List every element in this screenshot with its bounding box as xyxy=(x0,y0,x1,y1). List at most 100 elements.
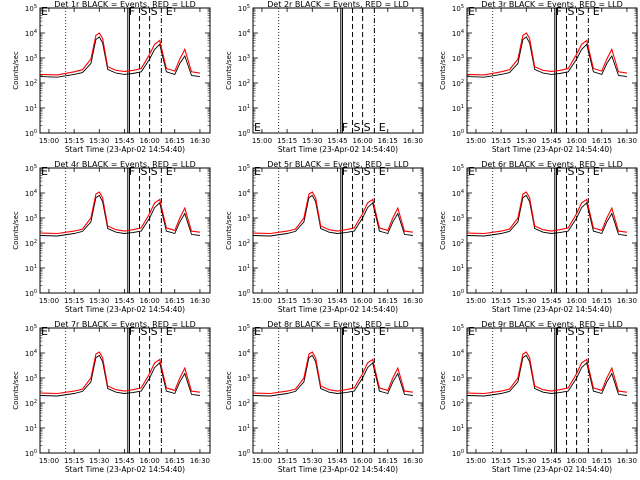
y-axis-label: Counts/sec xyxy=(439,371,447,410)
x-tick-label: 16:30 xyxy=(617,457,637,465)
marker-label: S xyxy=(151,325,158,338)
panel-2: Det 2r BLACK = Events, RED = LLD 15:00 15:… xyxy=(225,0,424,154)
marker-label: S xyxy=(141,5,148,18)
y-tick-label: 105 xyxy=(452,164,464,173)
x-tick-label: 15:15 xyxy=(491,457,511,465)
x-tick-label: 15:45 xyxy=(327,297,347,305)
x-tick-label: 15:45 xyxy=(327,457,347,465)
y-tick-label: 103 xyxy=(452,374,464,383)
y-tick-label: 100 xyxy=(238,129,250,138)
y-tick-label: 101 xyxy=(25,264,37,273)
y-tick-label: 102 xyxy=(452,239,464,248)
y-tick-label: 105 xyxy=(25,324,37,333)
y-axis-label: Counts/sec xyxy=(439,211,447,250)
x-tick-label: 16:30 xyxy=(617,137,637,145)
marker-label: E xyxy=(379,325,386,338)
panel-8: Det 8r BLACK = Events, RED = LLD 15:00 15:… xyxy=(225,320,424,474)
x-tick-label: 16:00 xyxy=(567,457,587,465)
plot-frame xyxy=(252,7,424,134)
series-line-events xyxy=(467,354,627,397)
y-axis-label: Counts/sec xyxy=(225,51,233,90)
x-tick-label: 15:00 xyxy=(466,137,486,145)
panel-4: Det 4r BLACK = Events, RED = LLD 15:00 15:… xyxy=(12,160,211,314)
marker-label: S xyxy=(354,121,361,134)
y-tick-label: 104 xyxy=(238,189,250,198)
x-tick-label: 15:45 xyxy=(114,457,134,465)
y-tick-label: 105 xyxy=(25,164,37,173)
plot-frame xyxy=(39,7,211,134)
x-tick-label: 16:15 xyxy=(592,137,612,145)
panel-title: Det 9r BLACK = Events, RED = LLD xyxy=(481,320,623,329)
panel-5: Det 5r BLACK = Events, RED = LLD 15:00 15:… xyxy=(225,160,424,314)
marker-label: S xyxy=(568,165,575,178)
marker-label: E xyxy=(41,165,48,178)
y-tick-label: 102 xyxy=(238,399,250,408)
marker-label: S xyxy=(364,121,371,134)
y-tick-label: 103 xyxy=(25,214,37,223)
panel-title: Det 8r BLACK = Events, RED = LLD xyxy=(267,320,409,329)
x-tick-label: 15:30 xyxy=(89,137,109,145)
marker-label: F xyxy=(342,121,348,134)
x-axis-label: Start Time (23-Apr-02 14:54:40) xyxy=(65,145,185,154)
x-tick-label: 15:00 xyxy=(252,457,272,465)
panel-title: Det 4r BLACK = Events, RED = LLD xyxy=(54,160,196,169)
plot-frame xyxy=(39,327,211,454)
y-tick-label: 105 xyxy=(25,4,37,13)
y-tick-label: 104 xyxy=(452,349,464,358)
x-axis-label: Start Time (23-Apr-02 14:54:40) xyxy=(65,465,185,474)
x-tick-label: 15:30 xyxy=(302,457,322,465)
x-tick-label: 15:15 xyxy=(277,457,297,465)
y-axis-label: Counts/sec xyxy=(225,371,233,410)
marker-label: S xyxy=(141,165,148,178)
y-tick-label: 104 xyxy=(25,189,37,198)
x-tick-label: 15:30 xyxy=(516,457,536,465)
marker-label: E xyxy=(254,121,261,134)
marker-label: E xyxy=(593,5,600,18)
series-line-lld xyxy=(253,351,413,395)
x-tick-label: 15:00 xyxy=(39,137,59,145)
y-tick-label: 100 xyxy=(25,129,37,138)
series-line-events xyxy=(467,194,627,237)
x-tick-label: 15:30 xyxy=(302,297,322,305)
series-line-lld xyxy=(467,191,627,235)
x-tick-label: 15:45 xyxy=(541,457,561,465)
y-tick-label: 103 xyxy=(452,214,464,223)
x-tick-label: 15:45 xyxy=(114,137,134,145)
x-tick-label: 16:30 xyxy=(403,457,423,465)
x-tick-label: 16:00 xyxy=(140,457,160,465)
marker-label: E xyxy=(379,165,386,178)
x-tick-label: 16:00 xyxy=(140,137,160,145)
x-tick-label: 16:30 xyxy=(190,297,210,305)
series-line-events xyxy=(40,354,200,397)
series-line-lld xyxy=(40,32,200,76)
x-tick-label: 15:30 xyxy=(89,297,109,305)
x-tick-label: 16:15 xyxy=(165,297,185,305)
marker-label: S xyxy=(151,5,158,18)
y-tick-label: 105 xyxy=(238,324,250,333)
y-tick-label: 105 xyxy=(238,164,250,173)
series-line-lld xyxy=(40,191,200,235)
marker-label: F xyxy=(556,325,562,338)
y-axis-label: Counts/sec xyxy=(439,51,447,90)
marker-label: S xyxy=(364,325,371,338)
y-tick-label: 104 xyxy=(238,29,250,38)
panel-3: Det 3r BLACK = Events, RED = LLD 15:00 15:… xyxy=(439,0,638,154)
x-tick-label: 15:15 xyxy=(64,457,84,465)
x-tick-label: 16:15 xyxy=(592,457,612,465)
x-tick-label: 16:00 xyxy=(353,137,373,145)
x-tick-label: 16:15 xyxy=(378,137,398,145)
marker-label: S xyxy=(568,325,575,338)
plot-frame xyxy=(466,167,638,294)
y-tick-label: 100 xyxy=(452,449,464,458)
plot-frame xyxy=(466,327,638,454)
x-tick-label: 16:00 xyxy=(567,137,587,145)
marker-label: E xyxy=(593,165,600,178)
y-tick-label: 100 xyxy=(452,289,464,298)
x-tick-label: 16:00 xyxy=(353,297,373,305)
panel-title: Det 2r BLACK = Events, RED = LLD xyxy=(267,0,409,9)
x-tick-label: 15:00 xyxy=(39,297,59,305)
y-tick-label: 103 xyxy=(25,374,37,383)
marker-label: S xyxy=(364,165,371,178)
marker-label: S xyxy=(141,325,148,338)
